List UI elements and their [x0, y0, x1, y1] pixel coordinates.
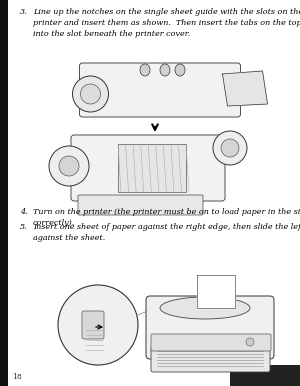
FancyBboxPatch shape — [71, 135, 225, 201]
Bar — [230, 365, 300, 386]
Ellipse shape — [160, 64, 170, 76]
Text: Insert one sheet of paper against the right edge, then slide the left edge guide: Insert one sheet of paper against the ri… — [33, 223, 300, 242]
Text: Turn on the printer (the printer must be on to load paper in the single sheet gu: Turn on the printer (the printer must be… — [33, 208, 300, 227]
Polygon shape — [223, 71, 268, 106]
Text: Line up the notches on the single sheet guide with the slots on the back of the
: Line up the notches on the single sheet … — [33, 8, 300, 38]
Ellipse shape — [140, 64, 150, 76]
Circle shape — [221, 139, 239, 157]
Circle shape — [80, 84, 100, 104]
FancyBboxPatch shape — [82, 311, 104, 339]
Circle shape — [73, 76, 109, 112]
Circle shape — [213, 131, 247, 165]
FancyBboxPatch shape — [151, 334, 271, 351]
Bar — [0, 0, 8, 386]
Text: 3.: 3. — [20, 8, 28, 16]
Circle shape — [58, 285, 138, 365]
Ellipse shape — [175, 64, 185, 76]
Polygon shape — [197, 275, 235, 308]
Circle shape — [246, 338, 254, 346]
Text: 4.: 4. — [20, 208, 28, 216]
Ellipse shape — [160, 297, 250, 319]
Bar — [118, 144, 186, 192]
Text: 18: 18 — [12, 373, 22, 381]
FancyBboxPatch shape — [146, 296, 274, 359]
Circle shape — [49, 146, 89, 186]
FancyBboxPatch shape — [80, 63, 241, 117]
FancyBboxPatch shape — [151, 346, 270, 372]
Text: 5.: 5. — [20, 223, 28, 231]
Circle shape — [59, 156, 79, 176]
FancyBboxPatch shape — [78, 195, 203, 215]
